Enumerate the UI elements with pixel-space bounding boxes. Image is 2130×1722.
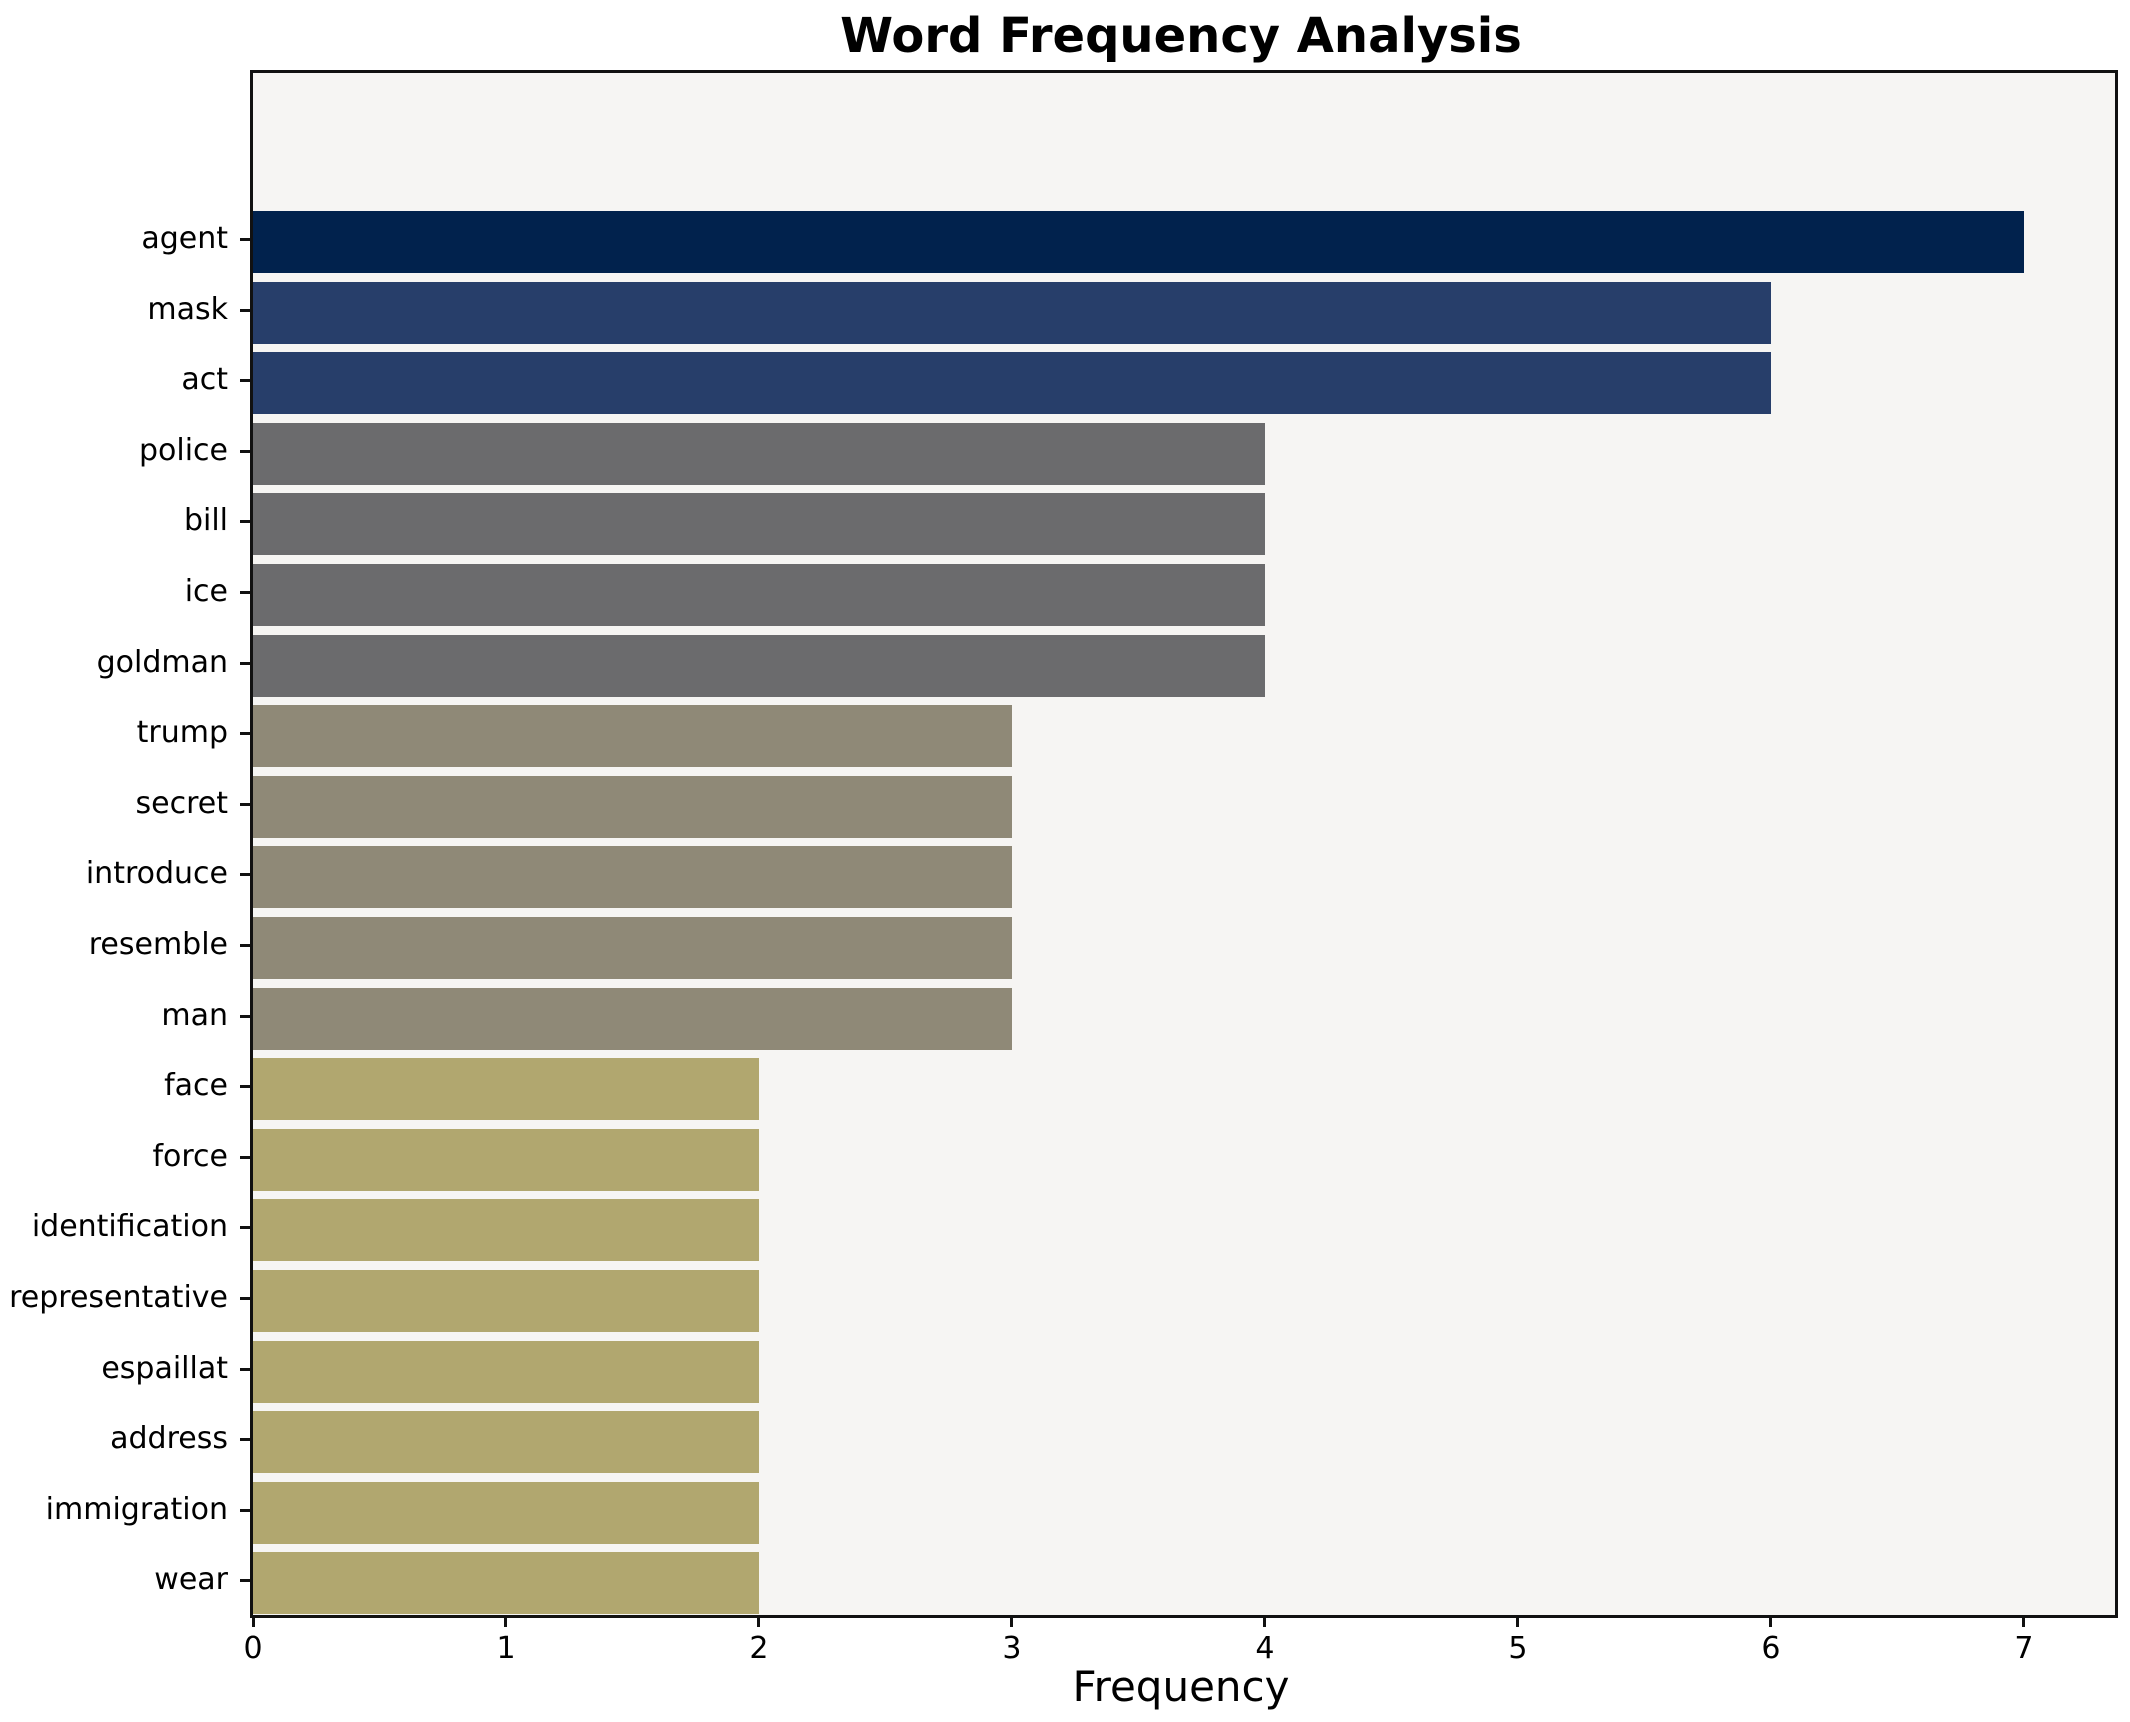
y-tick-mark bbox=[240, 520, 250, 524]
plot-area bbox=[250, 70, 2118, 1618]
bar-ice bbox=[253, 564, 1265, 626]
bar-identification bbox=[253, 1199, 759, 1262]
bar-representative bbox=[253, 1270, 759, 1332]
y-label-police: police bbox=[138, 432, 228, 468]
x-tick-mark bbox=[2022, 1615, 2026, 1627]
bar-face bbox=[253, 1058, 759, 1121]
bar-wear bbox=[253, 1552, 759, 1615]
x-tick-mark bbox=[1263, 1615, 1267, 1627]
y-label-man: man bbox=[161, 997, 228, 1033]
y-tick-mark bbox=[240, 1297, 250, 1300]
y-label-resemble: resemble bbox=[88, 927, 228, 962]
x-tick-mark bbox=[1769, 1615, 1773, 1627]
y-tick-mark bbox=[240, 873, 250, 877]
x-tick-label-5: 5 bbox=[1508, 1631, 1528, 1666]
y-tick-mark bbox=[240, 732, 250, 736]
y-tick-mark bbox=[240, 1579, 250, 1583]
x-tick-mark bbox=[251, 1615, 255, 1627]
y-label-face: face bbox=[164, 1068, 228, 1104]
x-tick-label-0: 0 bbox=[243, 1631, 263, 1666]
x-tick-label-6: 6 bbox=[1761, 1631, 1781, 1666]
x-tick-mark bbox=[1516, 1615, 1520, 1627]
x-tick-mark bbox=[504, 1615, 508, 1627]
bar-agent bbox=[253, 211, 2024, 273]
y-label-force: force bbox=[152, 1138, 228, 1174]
bar-immigration bbox=[253, 1481, 759, 1544]
y-tick-mark bbox=[240, 1367, 250, 1371]
y-tick-mark bbox=[240, 944, 250, 947]
x-tick-label-3: 3 bbox=[1002, 1631, 1022, 1666]
bar-mask bbox=[253, 281, 1771, 344]
y-label-immigration: immigration bbox=[45, 1491, 228, 1527]
x-tick-mark bbox=[1010, 1615, 1014, 1627]
y-label-mask: mask bbox=[147, 291, 228, 327]
y-label-goldman: goldman bbox=[96, 644, 228, 680]
bar-police bbox=[253, 422, 1265, 485]
bar-address bbox=[253, 1411, 759, 1474]
y-tick-mark bbox=[240, 591, 250, 594]
x-tick-mark bbox=[757, 1615, 761, 1627]
bar-secret bbox=[253, 775, 1012, 838]
y-tick-mark bbox=[240, 802, 250, 806]
y-tick-mark bbox=[240, 1155, 250, 1159]
chart-title: Word Frequency Analysis bbox=[840, 8, 1522, 64]
y-label-secret: secret bbox=[135, 785, 228, 821]
bar-force bbox=[253, 1128, 759, 1191]
y-tick-mark bbox=[240, 661, 250, 665]
y-label-identification: identification bbox=[31, 1209, 228, 1245]
y-label-trump: trump bbox=[136, 715, 228, 751]
y-tick-mark bbox=[240, 1085, 250, 1089]
x-tick-label-7: 7 bbox=[2014, 1631, 2034, 1666]
x-tick-label-2: 2 bbox=[749, 1631, 769, 1666]
bar-introduce bbox=[253, 846, 1012, 909]
y-tick-mark bbox=[240, 1014, 250, 1018]
y-tick-mark bbox=[240, 238, 250, 241]
x-tick-label-1: 1 bbox=[496, 1631, 516, 1666]
bar-trump bbox=[253, 705, 1012, 768]
y-label-act: act bbox=[181, 362, 228, 398]
y-tick-mark bbox=[240, 449, 250, 453]
bar-goldman bbox=[253, 634, 1265, 697]
bar-act bbox=[253, 352, 1771, 415]
y-tick-mark bbox=[240, 308, 250, 312]
y-label-introduce: introduce bbox=[85, 856, 228, 892]
x-tick-label-4: 4 bbox=[1255, 1631, 1275, 1666]
x-axis-label: Frequency bbox=[1072, 1662, 1290, 1711]
bar-man bbox=[253, 987, 1012, 1050]
y-tick-mark bbox=[240, 379, 250, 383]
bar-espaillat bbox=[253, 1340, 759, 1403]
y-label-address: address bbox=[110, 1421, 228, 1457]
y-tick-mark bbox=[240, 1226, 250, 1230]
bar-resemble bbox=[253, 917, 1012, 979]
y-label-agent: agent bbox=[141, 221, 228, 256]
y-tick-mark bbox=[240, 1438, 250, 1442]
y-tick-mark bbox=[240, 1508, 250, 1512]
y-label-bill: bill bbox=[183, 503, 228, 539]
y-label-ice: ice bbox=[184, 574, 228, 609]
y-label-wear: wear bbox=[154, 1562, 228, 1598]
bar-bill bbox=[253, 493, 1265, 556]
y-label-representative: representative bbox=[9, 1280, 228, 1315]
y-label-espaillat: espaillat bbox=[101, 1350, 228, 1386]
